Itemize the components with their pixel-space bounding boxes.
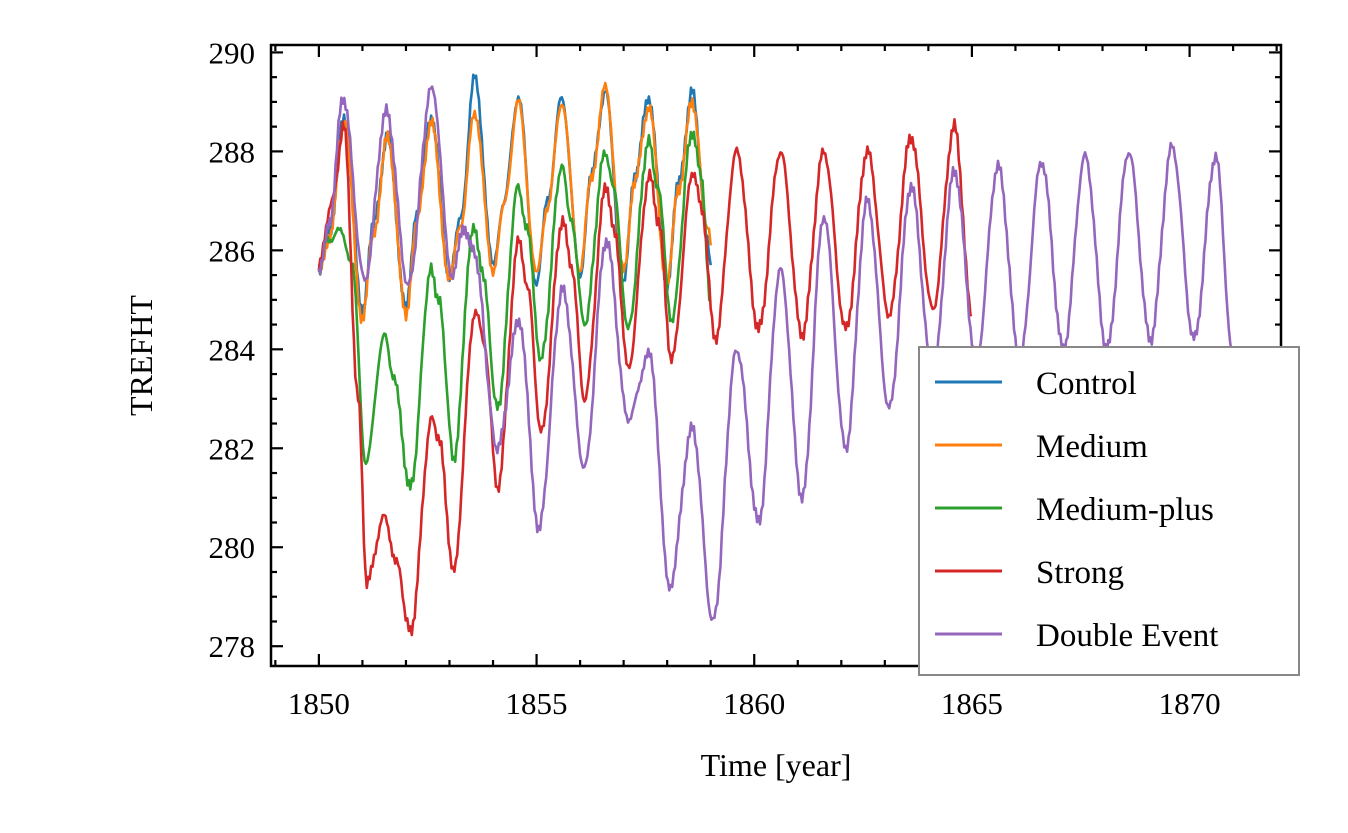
x-tick-label: 1870 (1159, 686, 1221, 721)
legend-label-strong: Strong (1036, 555, 1124, 591)
y-tick-label: 278 (209, 629, 256, 664)
series-double-event-line (317, 85, 1235, 621)
legend-label-medium-plus: Medium-plus (1036, 492, 1214, 528)
x-tick-label: 1860 (723, 686, 785, 721)
y-tick-label: 286 (209, 233, 256, 268)
y-tick-label: 284 (209, 332, 256, 367)
legend-label-medium: Medium (1036, 429, 1148, 465)
legend-label-double-event: Double Event (1036, 618, 1218, 654)
x-tick-label: 1850 (288, 686, 350, 721)
y-axis-label: TREFHT (123, 295, 159, 416)
series-medium-plus-line (317, 130, 712, 491)
x-axis-label: Time [year] (701, 747, 852, 783)
x-tick-label: 1855 (506, 686, 568, 721)
series-layer (317, 73, 1235, 637)
x-tick-label: 1865 (941, 686, 1003, 721)
y-tick-label: 288 (209, 134, 256, 169)
legend-box (918, 346, 1300, 676)
series-medium-line (317, 81, 712, 325)
plot-area (317, 73, 1235, 637)
y-tick-label: 290 (209, 35, 256, 70)
legend-label-control: Control (1036, 366, 1137, 402)
y-tick-label: 282 (209, 431, 256, 466)
y-tick-label: 280 (209, 530, 256, 565)
series-strong-line (317, 118, 973, 637)
ticks-layer: 1850 1855 1860 1865 1870 278 280 282 284 286 288 29… (209, 35, 1281, 721)
legend: Control Medium Medium-plus Strong Double Eve… (918, 346, 1300, 676)
